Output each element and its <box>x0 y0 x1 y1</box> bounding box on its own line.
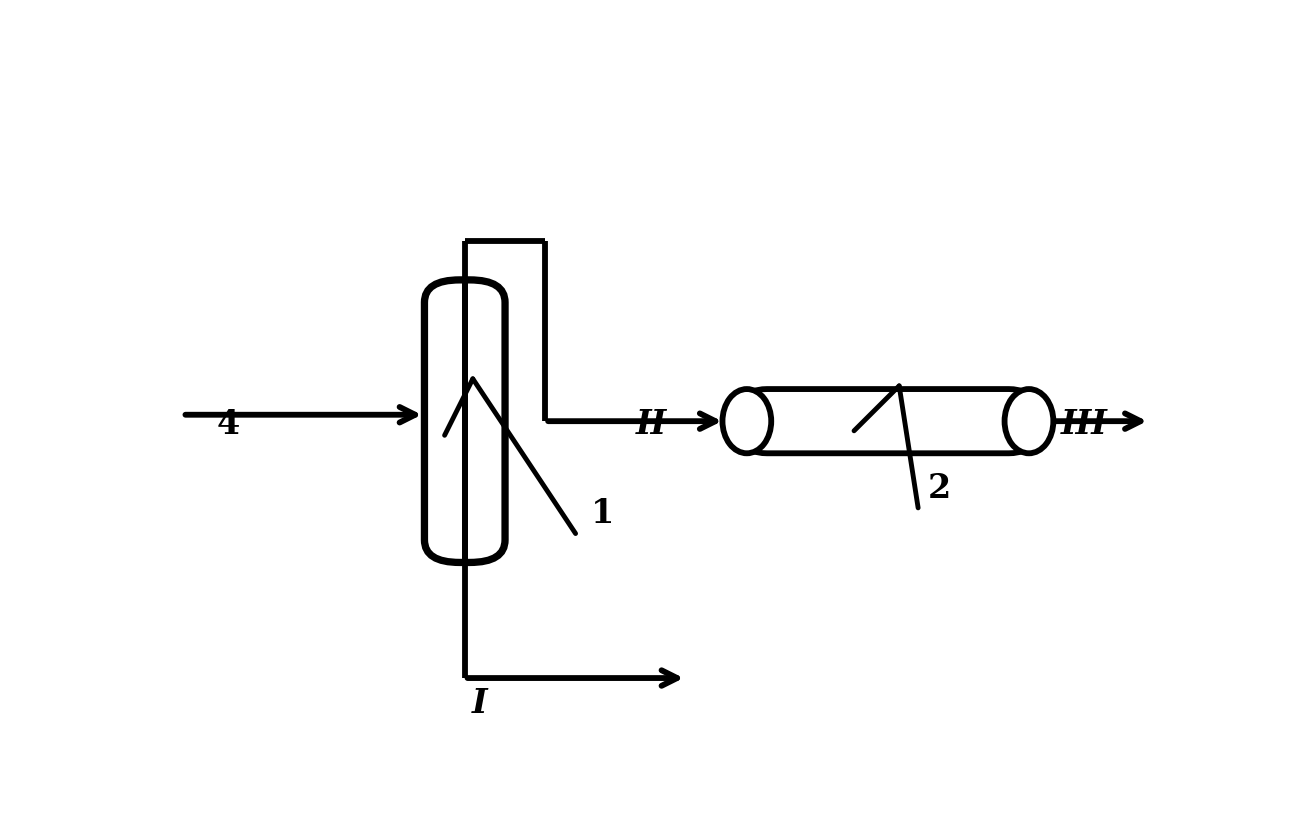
Text: 4: 4 <box>216 408 239 441</box>
Text: 2: 2 <box>928 472 952 505</box>
Text: I: I <box>472 687 488 721</box>
Text: II: II <box>636 408 667 441</box>
Text: 1: 1 <box>590 497 614 530</box>
FancyBboxPatch shape <box>746 389 1028 454</box>
FancyBboxPatch shape <box>424 280 504 562</box>
Ellipse shape <box>1005 389 1053 454</box>
Ellipse shape <box>723 389 771 454</box>
Text: III: III <box>1061 408 1108 441</box>
